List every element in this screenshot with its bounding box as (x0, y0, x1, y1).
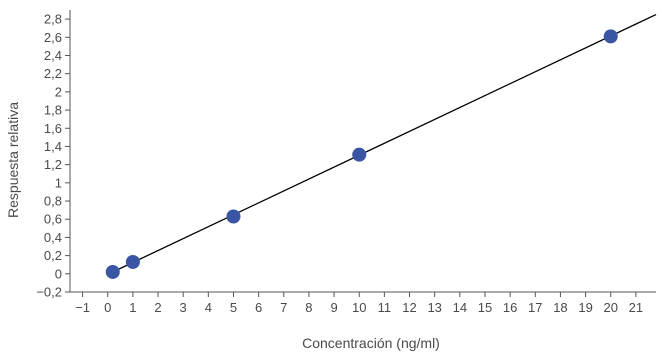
data-points (105, 29, 618, 279)
x-tick-label: 2 (154, 300, 161, 315)
x-tick-label: 9 (330, 300, 337, 315)
y-tick-label: 0,6 (44, 212, 62, 227)
x-tick-label: 14 (453, 300, 467, 315)
data-point (603, 29, 618, 44)
x-tick-label: 13 (427, 300, 441, 315)
data-point (226, 209, 241, 224)
y-axis-title: Respuesta relativa (5, 102, 21, 218)
y-tick-label: 1 (55, 175, 62, 190)
y-tick-label: −0,2 (36, 285, 62, 300)
y-tick-label: 2,8 (44, 12, 62, 27)
y-tick-label: 2,6 (44, 30, 62, 45)
x-tick-label: 10 (352, 300, 366, 315)
x-tick-label: 8 (305, 300, 312, 315)
y-tick-label: 1,2 (44, 157, 62, 172)
x-tick-label: 5 (230, 300, 237, 315)
x-tick-label: 4 (205, 300, 212, 315)
fit-line (112, 13, 657, 273)
data-point (125, 254, 140, 269)
x-tick-label: 17 (528, 300, 542, 315)
data-point (352, 147, 367, 162)
data-point (105, 264, 120, 279)
x-axis-title: Concentración (ng/ml) (302, 335, 440, 351)
x-tick-label: 19 (578, 300, 592, 315)
x-tick-label: 16 (503, 300, 517, 315)
y-tick-label: 1,8 (44, 103, 62, 118)
y-tick-label: 2 (55, 84, 62, 99)
y-tick-label: 0 (55, 266, 62, 281)
ticks: −1 0 1 2 3 4 5 6 7 8 9 10 11 12 13 14 15 16 17 18 19 20 21−0,2… (36, 12, 643, 315)
y-tick-label: 2,2 (44, 66, 62, 81)
x-tick-label: −1 (75, 300, 90, 315)
y-tick-label: 1,6 (44, 121, 62, 136)
x-tick-label: 12 (402, 300, 416, 315)
fit-line-layer (112, 13, 657, 273)
x-tick-label: 15 (478, 300, 492, 315)
x-tick-label: 11 (378, 300, 392, 315)
x-tick-label: 0 (104, 300, 111, 315)
y-tick-label: 2,4 (44, 48, 62, 63)
x-tick-label: 18 (553, 300, 567, 315)
y-tick-label: 0,4 (44, 230, 62, 245)
x-tick-label: 6 (255, 300, 262, 315)
axes (69, 10, 656, 293)
x-tick-label: 1 (129, 300, 136, 315)
y-tick-label: 1,4 (44, 139, 62, 154)
x-tick-label: 20 (603, 300, 617, 315)
y-tick-label: 0,2 (44, 248, 62, 263)
x-tick-label: 7 (280, 300, 287, 315)
y-tick-label: 0,8 (44, 194, 62, 209)
x-tick-label: 21 (629, 300, 643, 315)
x-tick-label: 3 (180, 300, 187, 315)
